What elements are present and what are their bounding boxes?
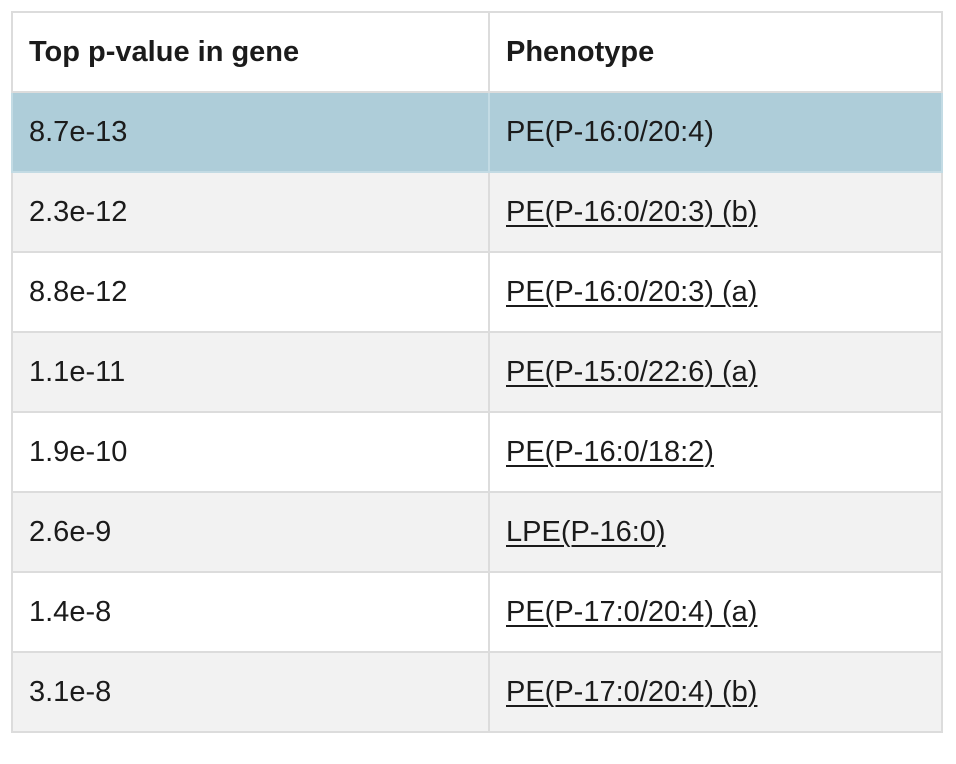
phenotype-link[interactable]: PE(P-16:0/18:2): [506, 435, 714, 468]
phenotype-cell: PE(P-17:0/20:4) (b): [488, 651, 943, 733]
phenotype-text: PE(P-16:0/20:4): [506, 115, 714, 148]
pvalue-cell: 3.1e-8: [11, 651, 490, 733]
header-row: Top p-value in gene Phenotype: [11, 11, 943, 93]
column-header-phenotype: Phenotype: [488, 11, 943, 93]
pvalue-cell: 2.6e-9: [11, 491, 490, 573]
pvalue-cell: 2.3e-12: [11, 171, 490, 253]
phenotype-link[interactable]: PE(P-17:0/20:4) (b): [506, 675, 758, 708]
table-row[interactable]: 1.1e-11 PE(P-15:0/22:6) (a): [11, 331, 943, 413]
pvalue-cell: 1.9e-10: [11, 411, 490, 493]
phenotype-link[interactable]: PE(P-15:0/22:6) (a): [506, 355, 758, 388]
table-row[interactable]: 3.1e-8 PE(P-17:0/20:4) (b): [11, 651, 943, 733]
pvalue-cell: 1.1e-11: [11, 331, 490, 413]
phenotype-link[interactable]: PE(P-16:0/20:3) (a): [506, 275, 758, 308]
table-row[interactable]: 2.3e-12 PE(P-16:0/20:3) (b): [11, 171, 943, 253]
table-row[interactable]: 1.9e-10 PE(P-16:0/18:2): [11, 411, 943, 493]
pvalue-cell: 8.7e-13: [11, 91, 490, 173]
pvalue-cell: 8.8e-12: [11, 251, 490, 333]
phenotype-cell: PE(P-16:0/18:2): [488, 411, 943, 493]
phenotype-cell: PE(P-17:0/20:4) (a): [488, 571, 943, 653]
results-table: Top p-value in gene Phenotype 8.7e-13 PE(…: [11, 11, 943, 733]
phenotype-cell: PE(P-16:0/20:3) (b): [488, 171, 943, 253]
pvalue-cell: 1.4e-8: [11, 571, 490, 653]
phenotype-link[interactable]: PE(P-17:0/20:4) (a): [506, 595, 758, 628]
table-row[interactable]: 8.7e-13 PE(P-16:0/20:4): [11, 91, 943, 173]
phenotype-cell: PE(P-16:0/20:3) (a): [488, 251, 943, 333]
phenotype-cell: LPE(P-16:0): [488, 491, 943, 573]
phenotype-link[interactable]: PE(P-16:0/20:3) (b): [506, 195, 758, 228]
table-row[interactable]: 8.8e-12 PE(P-16:0/20:3) (a): [11, 251, 943, 333]
phenotype-cell: PE(P-16:0/20:4): [488, 91, 943, 173]
phenotype-link[interactable]: LPE(P-16:0): [506, 515, 666, 548]
table-body: 8.7e-13 PE(P-16:0/20:4) 2.3e-12 PE(P-16:0/2…: [11, 91, 943, 733]
table-row[interactable]: 1.4e-8 PE(P-17:0/20:4) (a): [11, 571, 943, 653]
table-header: Top p-value in gene Phenotype: [11, 11, 943, 93]
column-header-top-pvalue: Top p-value in gene: [11, 11, 490, 93]
results-table-container: Top p-value in gene Phenotype 8.7e-13 PE(…: [11, 11, 943, 733]
table-row[interactable]: 2.6e-9 LPE(P-16:0): [11, 491, 943, 573]
phenotype-cell: PE(P-15:0/22:6) (a): [488, 331, 943, 413]
